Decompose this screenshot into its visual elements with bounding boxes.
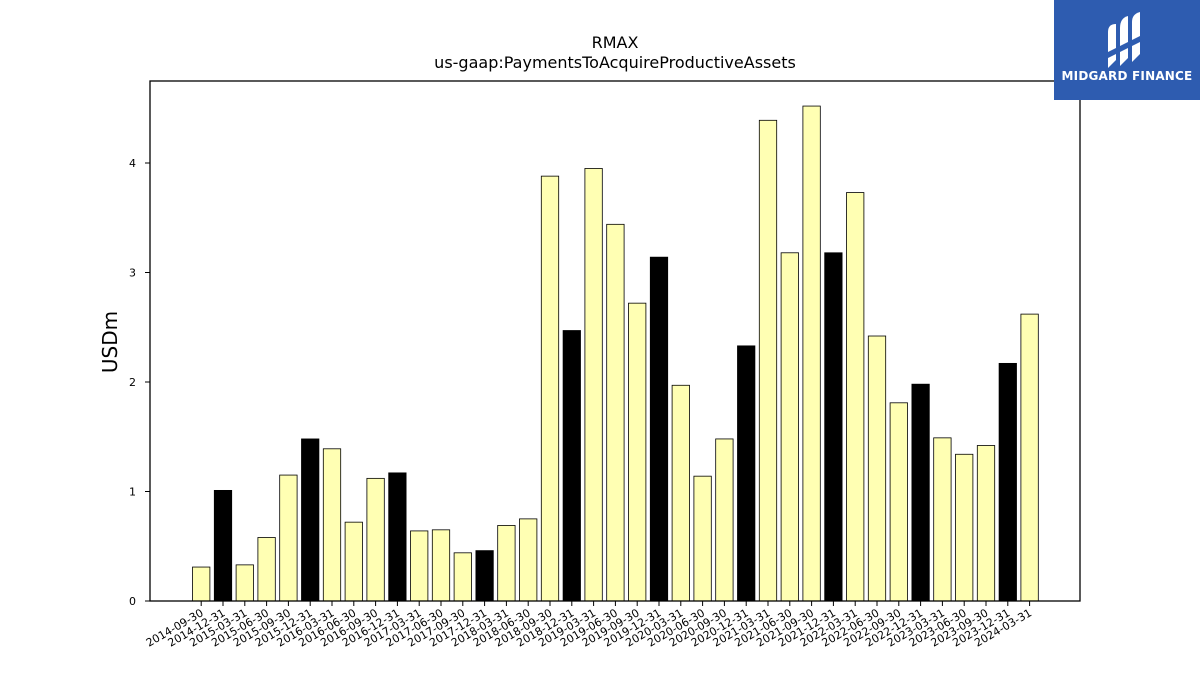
y-tick-label: 3 <box>129 267 136 280</box>
bar-2020-12-31 <box>737 345 756 602</box>
bar-2021-09-30 <box>802 105 821 602</box>
y-tick-label: 0 <box>129 595 136 608</box>
bar-2021-03-31 <box>758 119 778 602</box>
bar-2019-03-31 <box>584 168 603 602</box>
bar-2022-12-31 <box>911 383 930 602</box>
bar-2020-09-30 <box>715 438 734 602</box>
bar-2015-09-30 <box>279 474 298 602</box>
y-tick-label: 1 <box>129 486 136 499</box>
bar-2016-12-31 <box>388 472 407 602</box>
bar-2017-03-31 <box>410 530 429 602</box>
chart-title: RMAX <box>592 33 639 52</box>
bar-2023-06-30 <box>955 453 974 602</box>
chart-subtitle: us-gaap:PaymentsToAcquireProductiveAsset… <box>434 53 796 72</box>
bar-2022-09-30 <box>889 402 908 602</box>
bar-2017-12-31 <box>475 550 494 602</box>
bar-2023-09-30 <box>976 445 996 602</box>
bar-2018-06-30 <box>519 518 538 602</box>
bar-2024-03-31 <box>1020 313 1039 602</box>
bar-2015-06-30 <box>257 537 276 602</box>
y-axis: 0 1 2 3 4 <box>129 157 150 608</box>
logo-text: MIDGARD FINANCE <box>1061 69 1193 83</box>
bar-2019-06-30 <box>606 223 625 602</box>
bar-2014-09-30 <box>192 566 211 602</box>
y-tick-label: 4 <box>129 157 136 170</box>
midgard-finance-logo: MIDGARD FINANCE <box>1054 0 1200 100</box>
bar-2022-06-30 <box>867 335 887 602</box>
bar-2019-12-31 <box>649 256 669 602</box>
x-axis: 2014-09-302014-12-312015-03-312015-06-30… <box>144 601 1034 650</box>
bar-2014-12-31 <box>213 489 233 602</box>
bar-2015-12-31 <box>301 438 320 602</box>
y-axis-label: USDm <box>98 311 122 373</box>
bar-2015-03-31 <box>235 564 254 602</box>
bar-2020-06-30 <box>693 475 712 602</box>
bar-2017-09-30 <box>453 552 472 602</box>
bar-2021-12-31 <box>824 252 843 602</box>
bar-2016-03-31 <box>322 448 342 602</box>
bar-2023-12-31 <box>998 362 1017 602</box>
bars-group <box>192 105 1039 602</box>
bar-2023-03-31 <box>933 437 952 602</box>
bar-2021-06-30 <box>780 252 799 602</box>
plot-frame <box>149 80 1081 602</box>
bar-2018-03-31 <box>497 525 516 602</box>
bar-2019-09-30 <box>628 302 647 602</box>
bar-2016-09-30 <box>366 477 385 602</box>
bar-2018-12-31 <box>562 330 581 602</box>
bar-2018-09-30 <box>540 175 560 602</box>
y-tick-label: 2 <box>129 376 136 389</box>
midgard-logo-mark-icon <box>1108 12 1140 68</box>
bar-2022-03-31 <box>846 192 865 602</box>
bar-2017-06-30 <box>431 529 451 602</box>
bar-2020-03-31 <box>671 384 690 602</box>
bar-2016-06-30 <box>344 521 363 602</box>
